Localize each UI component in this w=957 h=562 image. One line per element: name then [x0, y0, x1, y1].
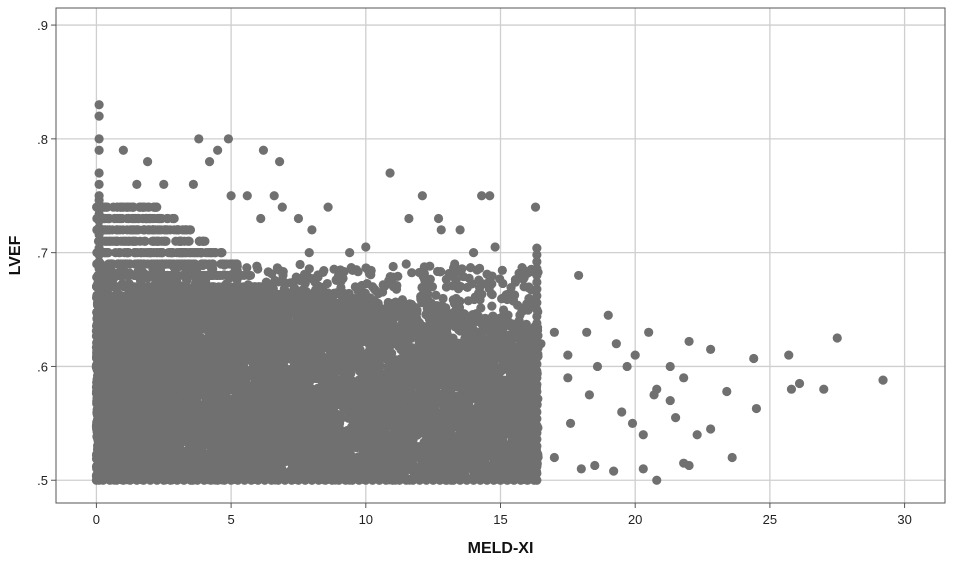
- data-points: [91, 100, 888, 485]
